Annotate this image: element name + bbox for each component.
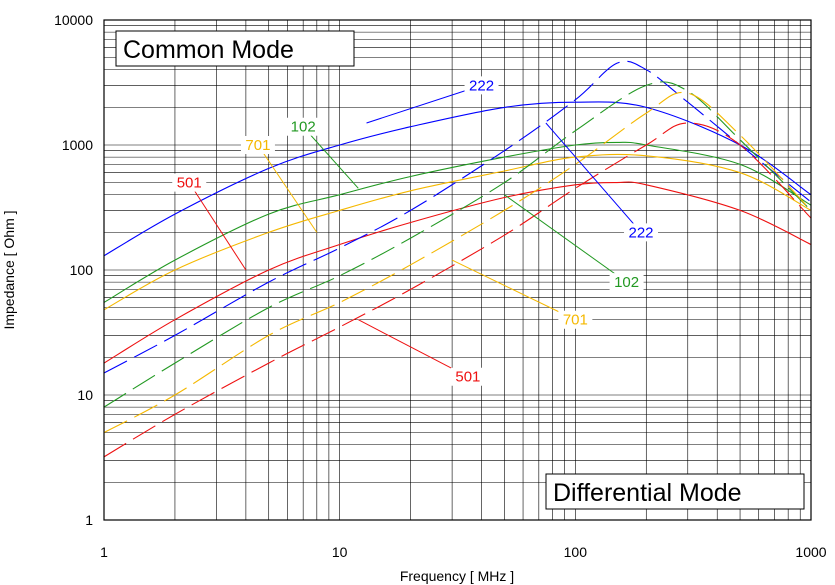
y-tick-label: 1 bbox=[85, 512, 93, 528]
x-tick-label: 10 bbox=[332, 544, 348, 560]
series-line-common-501 bbox=[103, 181, 812, 364]
series-callout-label: 701 bbox=[563, 312, 588, 329]
callout-label-background bbox=[609, 273, 644, 292]
x-tick-label: 1 bbox=[100, 544, 108, 560]
plot-frame bbox=[103, 19, 812, 521]
callout-label-background bbox=[240, 136, 275, 154]
callout-leader-line bbox=[504, 194, 627, 283]
common-mode-label: Common Mode bbox=[123, 36, 294, 64]
series-callout-label: 701 bbox=[245, 137, 270, 154]
series-line-common-102 bbox=[103, 141, 812, 303]
callout-leader-line bbox=[302, 126, 359, 189]
callout-leader-line bbox=[451, 259, 576, 321]
series-callout-label: 501 bbox=[177, 175, 202, 192]
series-callout-label: 102 bbox=[291, 119, 316, 136]
series-callout-label: 222 bbox=[469, 77, 494, 94]
y-tick-label: 100 bbox=[70, 262, 94, 278]
y-axis-label: Impedance [ Ohm ] bbox=[1, 210, 17, 329]
x-tick-label: 100 bbox=[564, 544, 588, 560]
tick-labels: 1 10 100 1000 1 10 100 1000 10000 bbox=[54, 12, 827, 560]
x-tick-label: 1000 bbox=[795, 544, 826, 560]
series-line-common-701 bbox=[103, 153, 812, 311]
series-callout-label: 222 bbox=[629, 224, 654, 241]
callout-label-background bbox=[464, 76, 499, 95]
x-axis-label: Frequency [ MHz ] bbox=[400, 568, 514, 584]
callout-leader-line bbox=[257, 144, 318, 233]
y-tick-label: 1000 bbox=[62, 137, 93, 153]
callout-label-background bbox=[450, 367, 485, 386]
series-line-common-222 bbox=[103, 101, 812, 257]
common-mode-box bbox=[115, 30, 355, 67]
callout-label-background bbox=[286, 117, 321, 136]
differential-mode-box bbox=[545, 473, 805, 510]
series-line-differential-222 bbox=[103, 60, 812, 374]
series-callout-label: 102 bbox=[614, 274, 639, 291]
series-callout-label: 501 bbox=[455, 369, 480, 386]
series-line-differential-701 bbox=[103, 91, 812, 434]
series-line-differential-102 bbox=[103, 81, 812, 408]
y-tick-label: 10 bbox=[77, 387, 93, 403]
callout-leader-line bbox=[188, 182, 247, 271]
callout-label-background bbox=[624, 223, 659, 242]
callout-leader-line bbox=[545, 122, 642, 233]
differential-mode-label: Differential Mode bbox=[553, 479, 742, 507]
grid bbox=[104, 20, 811, 520]
series-line-differential-501 bbox=[103, 122, 812, 458]
y-tick-label: 10000 bbox=[54, 12, 93, 28]
callout-leader-line bbox=[366, 84, 482, 124]
callout-leader-line bbox=[358, 319, 469, 378]
series-callouts: 222 102 701 501 222 102 701 501 bbox=[172, 76, 659, 386]
callout-label-background bbox=[172, 173, 207, 192]
series-lines bbox=[103, 60, 812, 458]
callout-label-background bbox=[558, 310, 593, 329]
